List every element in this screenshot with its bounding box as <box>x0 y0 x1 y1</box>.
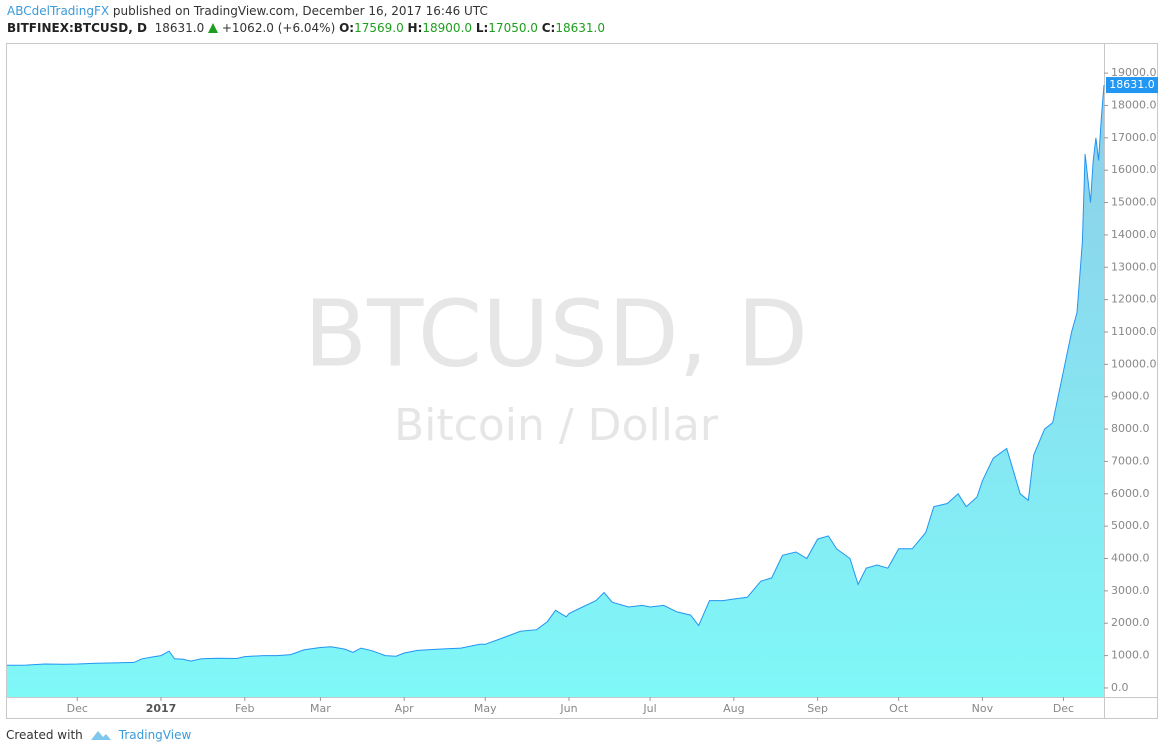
published: published on TradingView.com, December 1… <box>112 4 488 18</box>
x-tick-label: Dec <box>67 702 88 715</box>
y-tick-label: 10000.0 <box>1111 357 1157 370</box>
publish-line: ABCdelTradingFX published on TradingView… <box>7 4 488 18</box>
last-price-badge <box>1106 77 1158 94</box>
ohlc-key: L: <box>475 21 489 35</box>
price-line <box>6 85 1105 666</box>
ohlc-key: H: <box>407 21 423 35</box>
y-tick-label: 9000.0 <box>1111 390 1150 403</box>
author[interactable]: ABCdelTradingFX <box>7 4 110 18</box>
symbol: BITFINEX:BTCUSD, D <box>7 21 147 35</box>
brand[interactable]: TradingView <box>118 728 192 742</box>
y-tick-label: 11000.0 <box>1111 325 1157 338</box>
ohlc-value: 17569.0 <box>354 21 404 35</box>
x-tick-label: Oct <box>889 702 909 715</box>
symbol-line: BITFINEX:BTCUSD, D 18631.0 +1062.0 (+6.0… <box>7 21 605 35</box>
x-tick-label: Feb <box>235 702 254 715</box>
y-tick-label: 6000.0 <box>1111 487 1150 500</box>
ohlc-value: 18631.0 <box>555 21 605 35</box>
watermark: BTCUSD, D <box>304 280 808 387</box>
last-price-label: 18631.0 <box>1109 78 1155 91</box>
y-tick-label: 17000.0 <box>1111 131 1157 144</box>
x-tick-label: May <box>474 702 497 715</box>
up-arrow <box>208 23 219 33</box>
y-tick-label: 16000.0 <box>1111 163 1157 176</box>
ohlc: O:17569.0 H:18900.0 L:17050.0 C:18631.0 <box>339 21 605 35</box>
x-tick-label: Jul <box>642 702 656 715</box>
y-tick-label: 5000.0 <box>1111 519 1150 532</box>
y-tick-label: 8000.0 <box>1111 422 1150 435</box>
y-tick-label: 19000.0 <box>1111 66 1157 79</box>
y-tick-label: 3000.0 <box>1111 584 1150 597</box>
x-tick-label: Nov <box>972 702 994 715</box>
x-tick-label: Aug <box>723 702 744 715</box>
price: 18631.0 <box>154 21 205 35</box>
y-tick-label: 0.0 <box>1111 681 1129 694</box>
x-tick-label: Apr <box>395 702 415 715</box>
frame <box>6 43 1158 719</box>
logo <box>90 731 111 740</box>
x-tick-label: Mar <box>310 702 331 715</box>
y-tick-label: 18000.0 <box>1111 98 1157 111</box>
y-tick-label: 14000.0 <box>1111 228 1157 241</box>
area-fill <box>7 85 1104 698</box>
y-tick-label: 12000.0 <box>1111 293 1157 306</box>
ohlc-value: 18900.0 <box>422 21 473 35</box>
ohlc-key: C: <box>541 21 556 35</box>
y-tick-label: 15000.0 <box>1111 196 1157 209</box>
watermark-sub: Bitcoin / Dollar <box>394 400 719 451</box>
created-with: Created with <box>6 728 83 742</box>
change: +1062.0 (+6.04%) <box>221 21 336 35</box>
footer: Created with TradingView <box>6 728 191 742</box>
y-tick-label: 13000.0 <box>1111 260 1157 273</box>
x-tick-label: Dec <box>1053 702 1074 715</box>
ohlc-key: O: <box>339 21 355 35</box>
x-tick-label: Sep <box>807 702 828 715</box>
y-tick-label: 2000.0 <box>1111 616 1150 629</box>
ohlc-value: 17050.0 <box>488 21 538 35</box>
x-tick-label: 2017 <box>146 702 177 715</box>
y-tick-label: 7000.0 <box>1111 454 1150 467</box>
y-tick-label: 1000.0 <box>1111 649 1150 662</box>
y-tick-label: 4000.0 <box>1111 552 1150 565</box>
x-tick-label: Jun <box>559 702 577 715</box>
